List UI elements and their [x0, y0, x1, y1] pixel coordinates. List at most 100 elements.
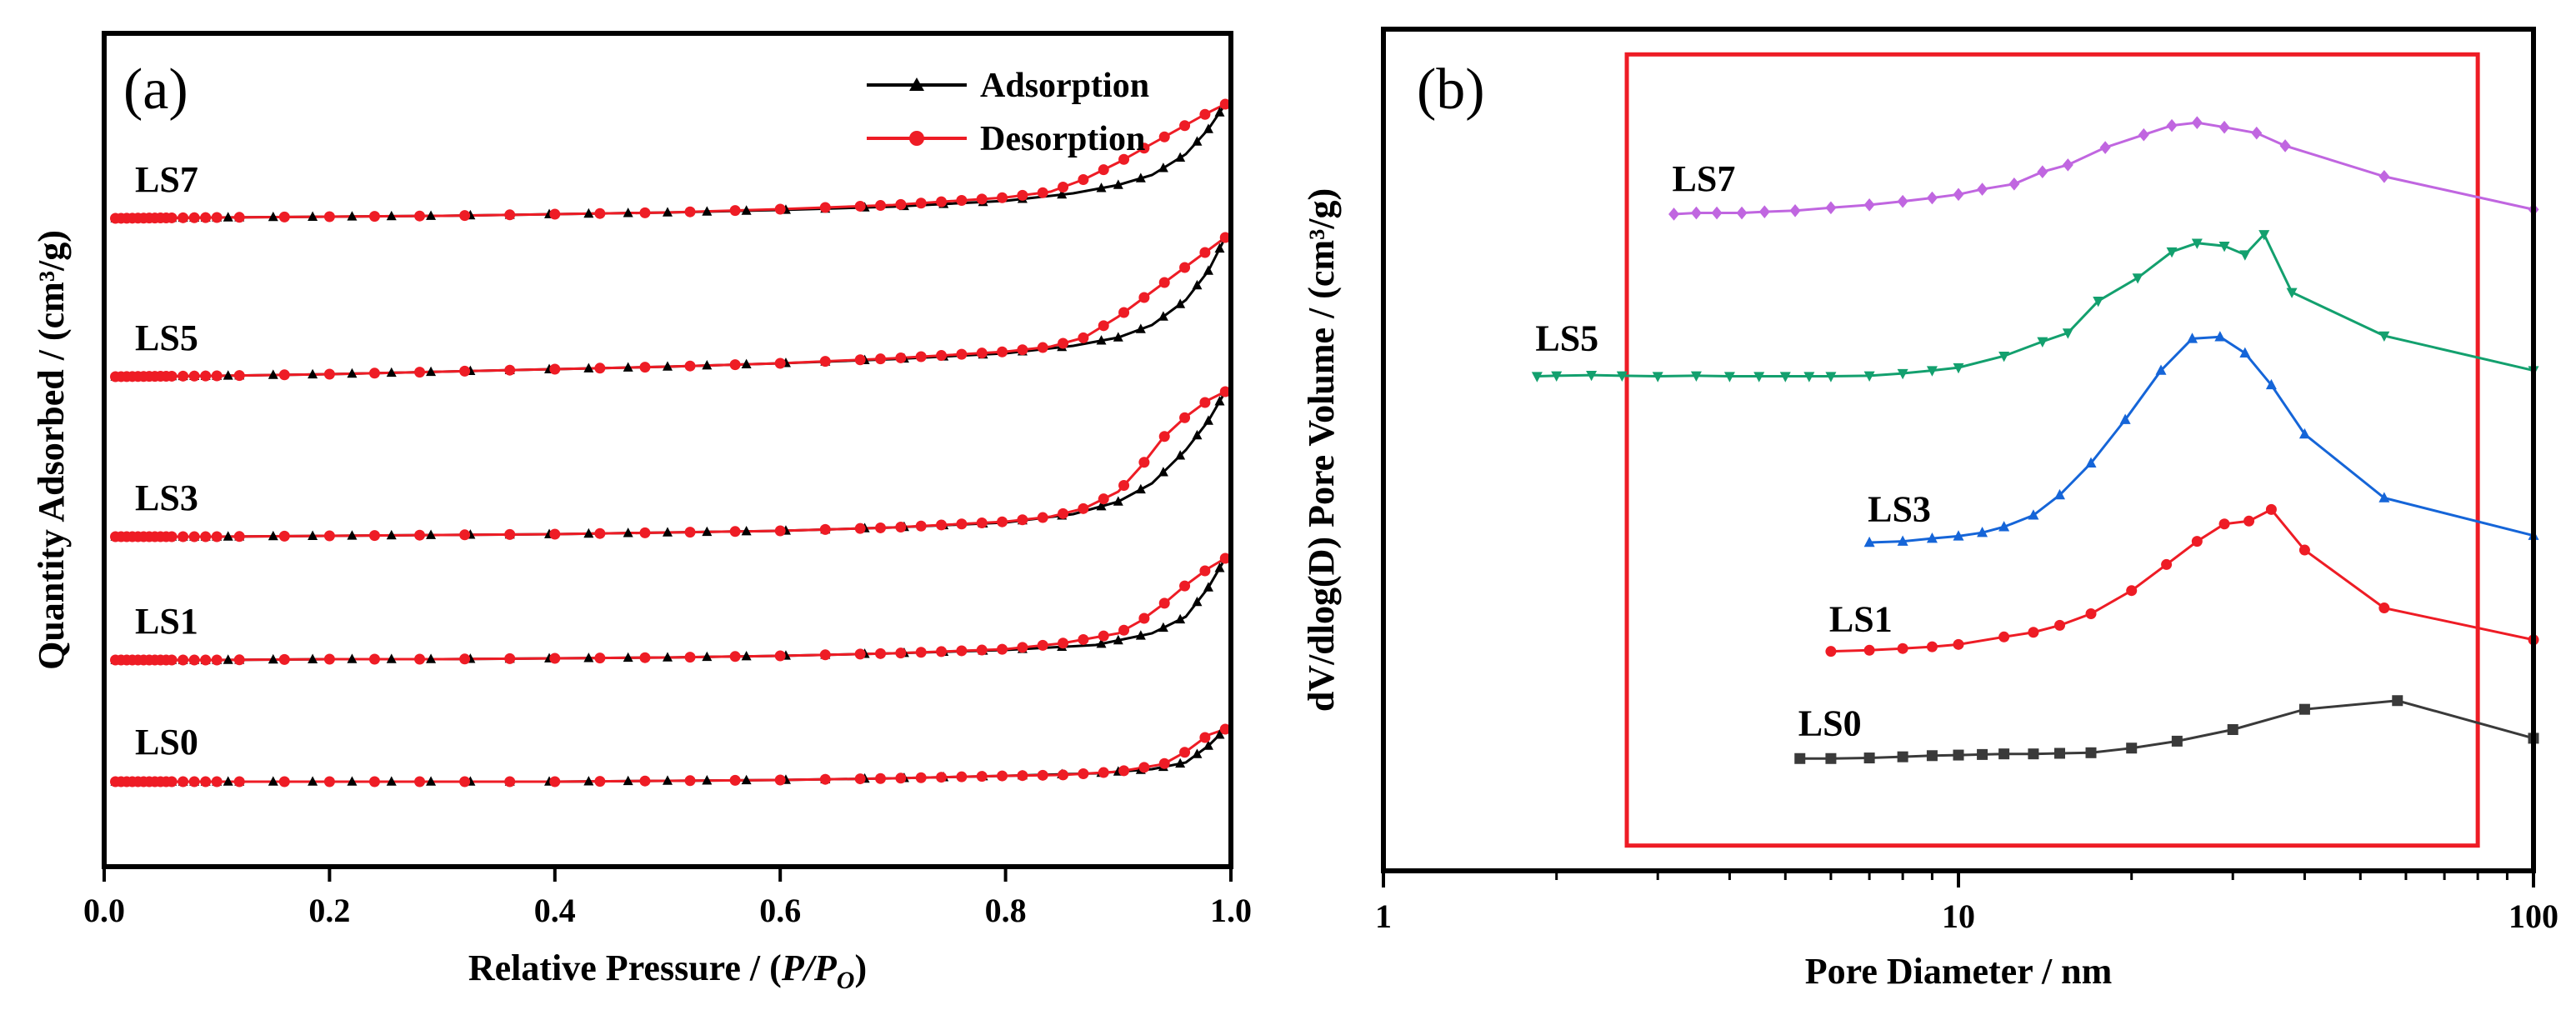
pore-point — [2218, 241, 2230, 252]
adsorption-point — [702, 360, 713, 370]
sample-ls0: LS0 — [110, 722, 1231, 788]
desorption-point — [594, 776, 606, 788]
pore-point — [1753, 372, 1765, 382]
pore-point — [1998, 631, 2010, 642]
adsorption-point — [663, 652, 673, 662]
adsorption-point — [268, 530, 278, 541]
desorption-point — [729, 526, 741, 538]
desorption-point — [278, 211, 290, 222]
adsorption-point — [347, 368, 358, 378]
desorption-point — [1037, 342, 1048, 353]
pore-point — [1953, 530, 1964, 541]
pore-point — [1711, 206, 1723, 220]
series-ls5: LS5 — [1531, 230, 2539, 382]
adsorption-point — [1158, 622, 1168, 632]
pore-point — [1616, 371, 1628, 382]
pore-point — [1825, 752, 1837, 764]
pore-curve-ls0 — [1799, 699, 2534, 760]
pore-point — [2298, 703, 2310, 715]
adsorption-point — [741, 774, 752, 785]
desorption-point — [178, 776, 189, 788]
pore-point — [2298, 428, 2310, 439]
desorption-point — [976, 517, 988, 528]
pore-point — [2392, 695, 2403, 707]
adsorption-point — [583, 528, 594, 538]
desorption-point — [639, 775, 651, 787]
desorption-point — [1058, 338, 1069, 349]
desorption-point — [1037, 769, 1048, 781]
adsorption-point — [1135, 630, 1146, 640]
adsorption-point — [308, 776, 318, 786]
adsorption-point — [1192, 429, 1203, 440]
series-ls3: LS3 — [1863, 331, 2539, 548]
pore-point — [1953, 749, 1964, 761]
adsorption-point — [663, 207, 673, 217]
desorption-point — [504, 209, 516, 221]
desorption-point — [233, 531, 245, 542]
desorption-point — [936, 772, 948, 783]
desorption-point — [414, 210, 426, 222]
desorption-point — [188, 212, 200, 223]
pore-point — [1897, 194, 1908, 208]
pore-point — [2239, 347, 2251, 358]
desorption-point — [976, 193, 988, 205]
adsorption-point — [347, 776, 358, 786]
desorption-point — [459, 529, 471, 541]
pore-point — [2028, 627, 2039, 638]
desorption-point — [639, 362, 651, 373]
adsorption-point — [1192, 748, 1203, 758]
desorption-point — [1078, 502, 1089, 514]
pore-point — [2378, 331, 2390, 342]
desorption-point — [1219, 386, 1231, 398]
desorption-point — [110, 212, 122, 224]
desorption-point — [1118, 307, 1130, 318]
panel-a-x-ticks: 0.0 0.2 0.4 0.6 0.8 1.0 — [83, 867, 1252, 929]
desorption-point — [1017, 770, 1028, 782]
desorption-point — [936, 519, 948, 531]
panel-a-x-tick-label: 0.8 — [985, 892, 1027, 929]
adsorption-point — [1096, 335, 1107, 345]
pore-point — [2119, 413, 2131, 424]
pore-point — [2218, 518, 2230, 530]
desorption-point — [1058, 182, 1069, 192]
adsorption-point — [1158, 162, 1168, 172]
desorption-point — [915, 772, 927, 783]
adsorption-point — [308, 368, 318, 379]
pore-point — [1863, 752, 1875, 764]
desorption-point — [875, 772, 887, 784]
adsorption-point — [1096, 501, 1107, 511]
adsorption-point — [1175, 758, 1186, 768]
pore-point — [2218, 120, 2230, 134]
desorption-point — [875, 200, 887, 212]
desorption-point — [915, 198, 927, 209]
desorption-point — [774, 525, 786, 537]
adsorption-point — [1192, 136, 1203, 146]
adsorption-point — [426, 776, 437, 786]
adsorption-point — [1135, 172, 1146, 182]
pore-point — [1953, 638, 1964, 650]
series-label: LS7 — [1673, 158, 1736, 199]
pore-point — [1794, 752, 1806, 764]
desorption-point — [1098, 767, 1109, 778]
pore-point — [1668, 208, 1680, 221]
desorption-point — [1199, 732, 1211, 743]
pore-point — [1551, 371, 1563, 382]
pore-point — [1690, 206, 1702, 220]
desorption-point — [684, 206, 696, 218]
adsorption-point — [623, 652, 633, 662]
pore-point — [1863, 644, 1875, 656]
adsorption-line-ls5 — [115, 237, 1227, 378]
desorption-point — [854, 773, 866, 785]
pore-point — [2085, 457, 2097, 468]
legend-adsorption-marker — [909, 78, 924, 91]
adsorption-point — [347, 211, 358, 221]
desorption-point — [233, 776, 245, 788]
desorption-point — [774, 774, 786, 786]
series-label: LS0 — [1798, 702, 1862, 743]
adsorption-point — [1175, 152, 1186, 162]
desorption-point — [414, 529, 426, 541]
desorption-point — [639, 652, 651, 663]
desorption-point — [211, 654, 223, 666]
pore-point — [2037, 337, 2048, 348]
